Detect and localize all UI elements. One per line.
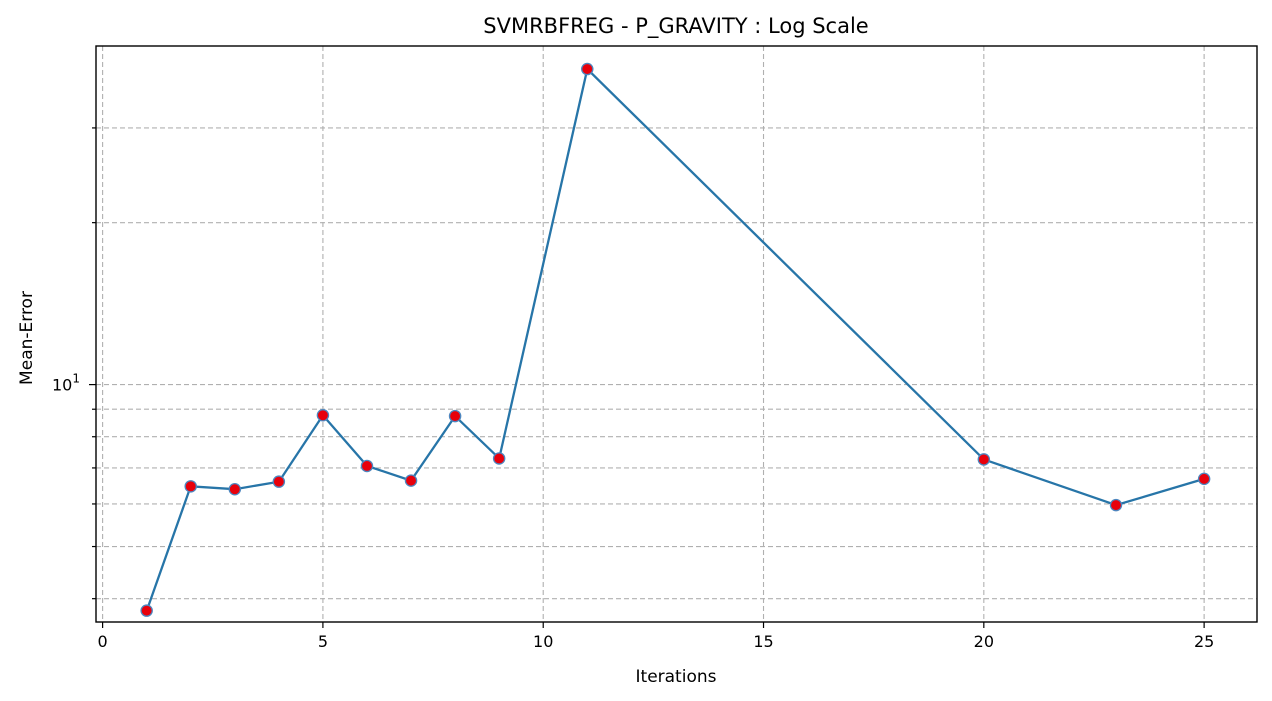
grid bbox=[96, 46, 1257, 622]
x-tick-label: 10 bbox=[533, 632, 553, 651]
y-axis-label: Mean-Error bbox=[17, 291, 37, 385]
x-tick-label: 25 bbox=[1194, 632, 1214, 651]
x-tick-label: 5 bbox=[318, 632, 328, 651]
data-point bbox=[184, 480, 197, 493]
data-point bbox=[360, 459, 374, 473]
data-point bbox=[228, 482, 242, 496]
plot-frame bbox=[95, 45, 1258, 623]
x-tick-label: 20 bbox=[974, 632, 994, 651]
data-point bbox=[492, 452, 506, 465]
data-point bbox=[1109, 498, 1123, 512]
data-point bbox=[140, 604, 153, 617]
x-tick-label: 0 bbox=[98, 632, 108, 651]
data-point bbox=[316, 409, 330, 422]
axis-ticks: 0 5 10 15 20 25 101 bbox=[52, 127, 1214, 651]
series-layer bbox=[140, 62, 1211, 617]
y-tick-label: 101 bbox=[52, 372, 80, 395]
x-axis-label: Iterations bbox=[636, 667, 717, 687]
x-tick-label: 15 bbox=[753, 632, 773, 651]
data-point bbox=[977, 453, 991, 466]
data-point bbox=[1197, 472, 1211, 486]
data-point bbox=[404, 474, 418, 487]
data-point bbox=[581, 62, 594, 76]
data-point bbox=[272, 475, 286, 488]
chart-title: SVMRBFREG - P_GRAVITY : Log Scale bbox=[483, 14, 868, 39]
data-point bbox=[448, 409, 462, 423]
